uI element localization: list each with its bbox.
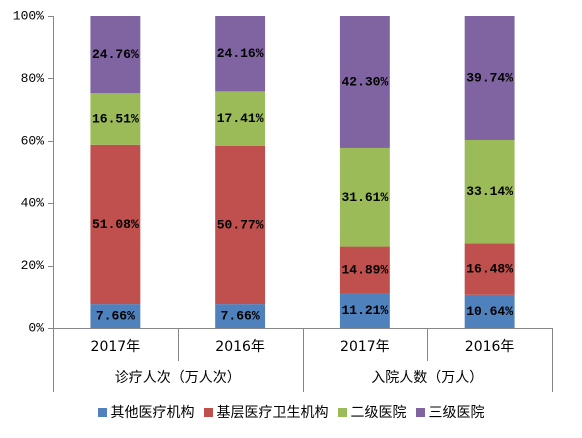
legend: 其他医疗机构 基层医疗卫生机构 二级医院 三级医院	[0, 402, 582, 422]
x-category-label-3: 2017年	[340, 339, 390, 355]
bar-segment-4-2	[215, 16, 266, 92]
data-label-2-1: 51.08%	[92, 217, 139, 232]
bar-segment-3-1	[90, 93, 141, 145]
bar-segment-2-3	[339, 246, 390, 294]
data-label-4-4: 39.74%	[466, 70, 513, 85]
data-label-1-2: 7.66%	[221, 309, 260, 324]
bar-segment-3-3	[339, 147, 390, 247]
bar-segment-1-1	[90, 304, 141, 328]
x-category-label-2: 2016年	[215, 339, 265, 355]
legend-swatch-primary-care	[203, 407, 213, 417]
bar-segment-3-2	[215, 91, 266, 146]
bar-segment-2-1	[90, 144, 141, 305]
y-tick-label: 40%	[21, 196, 45, 211]
data-label-4-1: 24.76%	[92, 47, 139, 62]
legend-swatch-secondary-hospital	[337, 407, 347, 417]
data-label-4-2: 24.16%	[217, 46, 264, 61]
data-label-4-3: 42.30%	[341, 74, 388, 89]
legend-item-secondary-hospital: 二级医院	[337, 402, 407, 422]
legend-swatch-tertiary-hospital	[415, 407, 425, 417]
y-tick-label: 80%	[21, 71, 45, 86]
x-category-label-1: 2017年	[91, 339, 141, 355]
legend-label-secondary-hospital: 二级医院	[350, 405, 407, 421]
y-tick-label: 60%	[21, 133, 45, 148]
bar-segment-1-3	[339, 293, 390, 328]
x-group-label-1: 诊疗人次（万人次）	[115, 370, 241, 386]
data-label-2-4: 16.48%	[466, 262, 513, 277]
legend-item-primary-care: 基层医疗卫生机构	[203, 402, 329, 422]
legend-item-other-institutions: 其他医疗机构	[97, 402, 195, 422]
data-label-1-3: 11.21%	[341, 303, 388, 318]
data-label-3-1: 16.51%	[92, 111, 139, 126]
legend-label-tertiary-hospital: 三级医院	[428, 405, 485, 421]
y-tick-label: 100%	[13, 9, 44, 24]
bar-segment-4-1	[90, 16, 141, 94]
data-label-3-3: 31.61%	[341, 190, 388, 205]
bar-segment-3-4	[464, 139, 515, 244]
data-label-2-2: 50.77%	[217, 217, 264, 232]
legend-label-other-institutions: 其他医疗机构	[110, 405, 195, 421]
x-category-label-4: 2016年	[465, 339, 515, 355]
data-label-1-1: 7.66%	[96, 309, 135, 324]
bar-segment-4-3	[339, 16, 390, 148]
legend-item-tertiary-hospital: 三级医院	[415, 402, 485, 422]
x-group-label-2: 入院人数（万人）	[371, 370, 483, 386]
data-label-3-4: 33.14%	[466, 184, 513, 199]
bar-segment-1-2	[215, 304, 266, 328]
data-label-3-2: 17.41%	[217, 111, 264, 126]
y-tick-label: 0%	[28, 321, 44, 336]
data-label-1-4: 10.64%	[466, 304, 513, 319]
legend-label-primary-care: 基层医疗卫生机构	[216, 405, 329, 421]
bar-segment-4-4	[464, 16, 515, 140]
bar-segment-2-4	[464, 243, 515, 295]
bar-segment-1-4	[464, 294, 515, 328]
y-tick-label: 20%	[21, 258, 45, 273]
data-label-2-3: 14.89%	[341, 262, 388, 277]
legend-swatch-other-institutions	[97, 407, 107, 417]
bar-segment-2-2	[215, 145, 266, 305]
